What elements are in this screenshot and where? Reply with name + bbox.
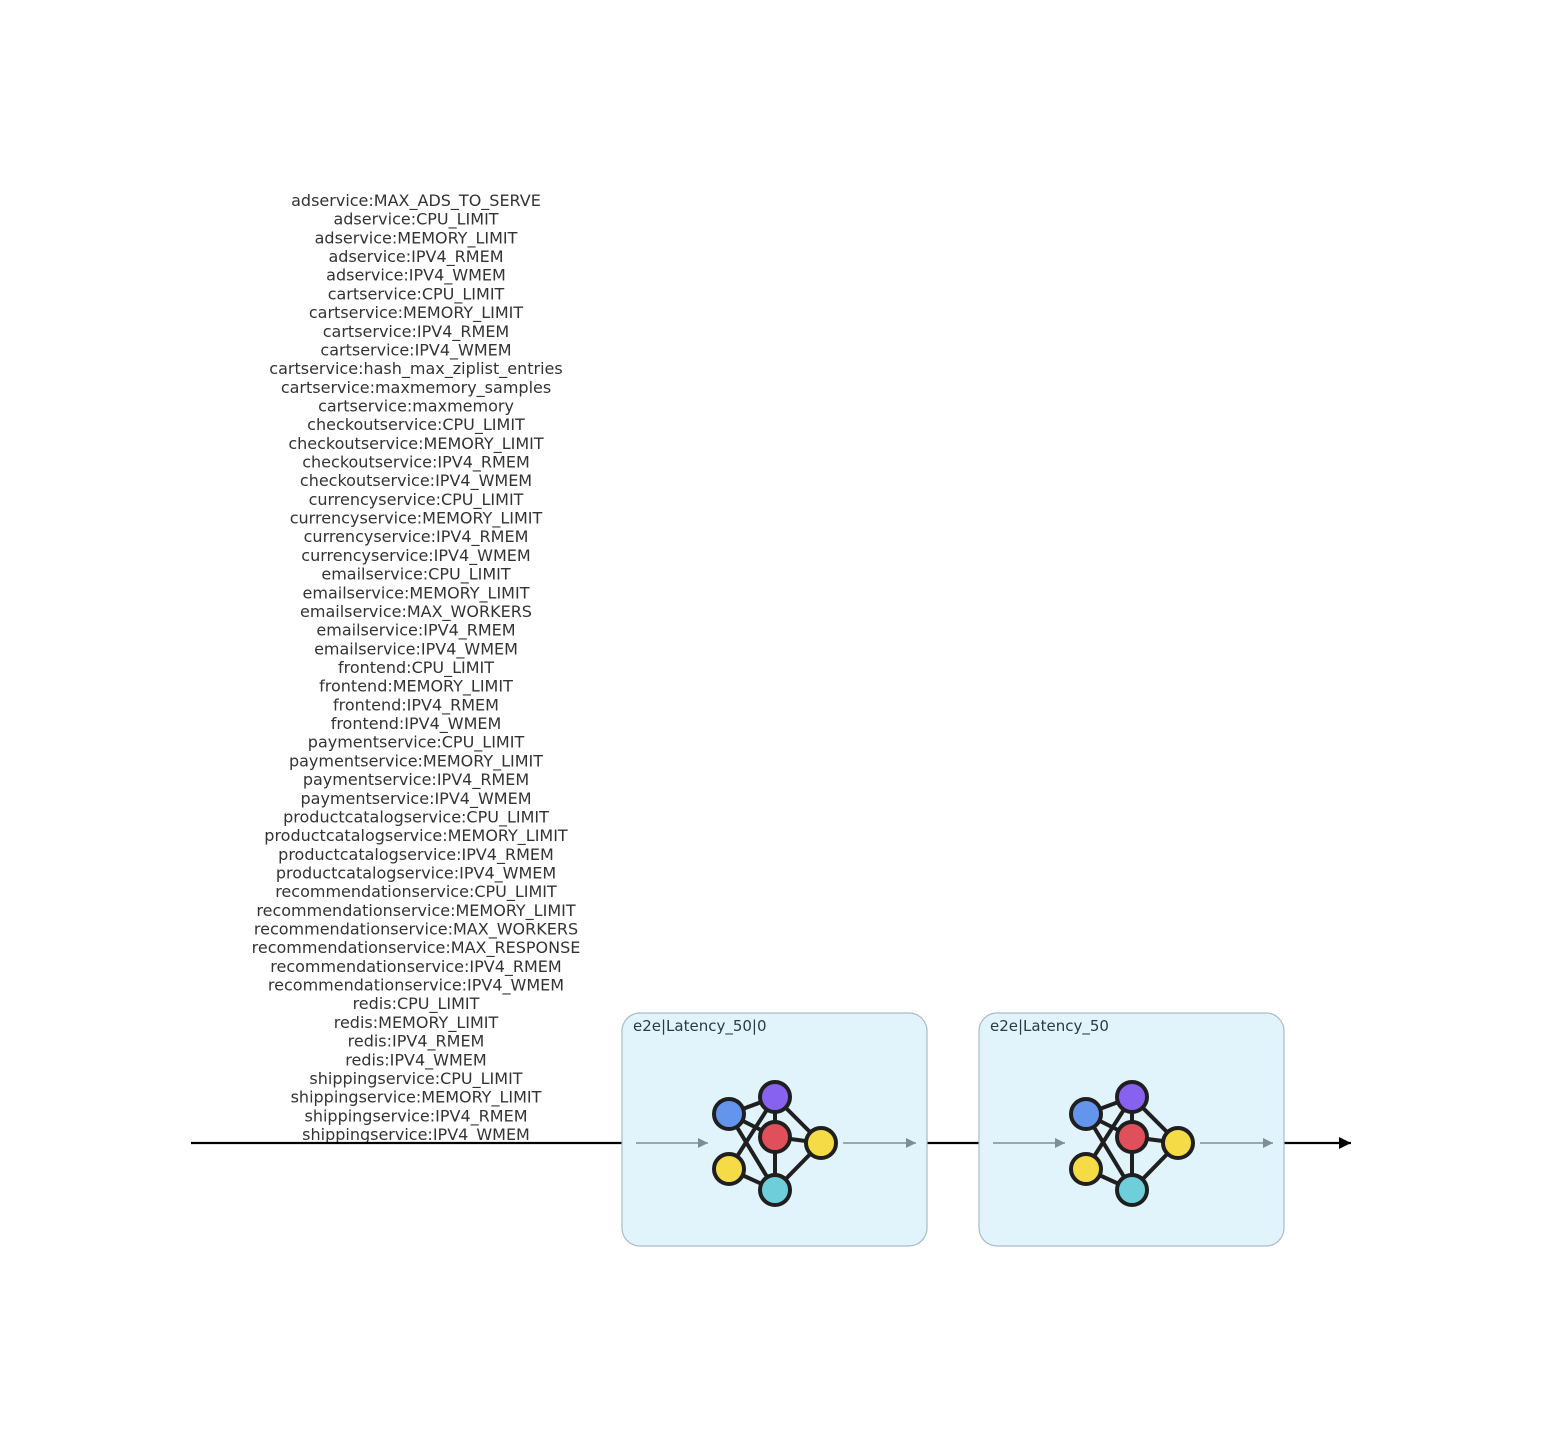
parameter-label: currencyservice:MEMORY_LIMIT — [290, 509, 543, 529]
parameter-label: recommendationservice:CPU_LIMIT — [275, 882, 557, 902]
network-node-cyan — [758, 1173, 792, 1207]
model-box-title: e2e|Latency_50 — [990, 1017, 1109, 1036]
parameter-label: emailservice:IPV4_RMEM — [316, 621, 515, 641]
parameter-label: emailservice:IPV4_WMEM — [314, 639, 518, 659]
network-node-yellow-right — [804, 1126, 838, 1160]
parameter-label: cartservice:maxmemory_samples — [281, 378, 551, 398]
model-box-latency-50-0[interactable]: e2e|Latency_50|0 — [621, 1012, 928, 1247]
parameter-label: recommendationservice:IPV4_WMEM — [268, 976, 564, 996]
network-node-red — [1115, 1120, 1149, 1154]
network-node-blue — [712, 1097, 746, 1131]
parameter-label: frontend:CPU_LIMIT — [338, 658, 494, 678]
parameter-label: shippingservice:IPV4_WMEM — [302, 1125, 530, 1145]
parameter-label: cartservice:MEMORY_LIMIT — [309, 303, 523, 323]
parameter-label: checkoutservice:IPV4_RMEM — [302, 453, 530, 473]
input-parameter-list: adservice:MAX_ADS_TO_SERVEadservice:CPU_… — [252, 191, 581, 1145]
parameter-label: redis:IPV4_WMEM — [345, 1050, 486, 1070]
model-box-title: e2e|Latency_50|0 — [633, 1017, 767, 1036]
parameter-label: adservice:IPV4_RMEM — [329, 247, 504, 267]
parameter-label: shippingservice:MEMORY_LIMIT — [291, 1088, 542, 1108]
parameter-label: paymentservice:IPV4_RMEM — [303, 770, 529, 790]
parameter-label: frontend:IPV4_WMEM — [331, 714, 502, 734]
neural-network-icon — [712, 1080, 838, 1207]
parameter-label: recommendationservice:MAX_WORKERS — [254, 920, 578, 940]
parameter-label: productcatalogservice:CPU_LIMIT — [283, 807, 549, 827]
parameter-label: cartservice:IPV4_WMEM — [320, 340, 511, 360]
parameter-label: cartservice:hash_max_ziplist_entries — [269, 359, 562, 379]
parameter-label: currencyservice:CPU_LIMIT — [309, 490, 524, 510]
parameter-label: productcatalogservice:MEMORY_LIMIT — [264, 826, 568, 846]
parameter-label: currencyservice:IPV4_WMEM — [301, 546, 530, 566]
parameter-label: productcatalogservice:IPV4_WMEM — [276, 864, 556, 884]
network-node-blue — [1069, 1097, 1103, 1131]
network-node-purple — [1115, 1080, 1149, 1114]
model-box-latency-50[interactable]: e2e|Latency_50 — [978, 1012, 1285, 1247]
parameter-label: currencyservice:IPV4_RMEM — [304, 527, 529, 547]
parameter-label: adservice:CPU_LIMIT — [333, 210, 498, 230]
parameter-label: checkoutservice:MEMORY_LIMIT — [288, 434, 544, 454]
network-node-yellow-left — [1069, 1152, 1103, 1186]
parameter-label: cartservice:IPV4_RMEM — [323, 322, 509, 342]
network-node-yellow-left — [712, 1152, 746, 1186]
parameter-label: paymentservice:CPU_LIMIT — [308, 733, 525, 753]
parameter-label: adservice:MEMORY_LIMIT — [315, 228, 518, 248]
parameter-label: recommendationservice:MAX_RESPONSE — [252, 938, 581, 958]
parameter-label: checkoutservice:IPV4_WMEM — [300, 471, 532, 491]
parameter-label: shippingservice:IPV4_RMEM — [304, 1106, 527, 1126]
parameter-label: cartservice:CPU_LIMIT — [328, 284, 505, 304]
network-node-cyan — [1115, 1173, 1149, 1207]
parameter-label: frontend:MEMORY_LIMIT — [319, 677, 513, 697]
parameter-label: emailservice:MEMORY_LIMIT — [303, 583, 530, 603]
parameter-label: checkoutservice:CPU_LIMIT — [307, 415, 525, 435]
parameter-label: paymentservice:MEMORY_LIMIT — [289, 751, 543, 771]
parameter-label: redis:MEMORY_LIMIT — [334, 1013, 499, 1033]
neural-network-icon — [1069, 1080, 1195, 1207]
parameter-label: adservice:MAX_ADS_TO_SERVE — [291, 191, 541, 211]
parameter-label: redis:IPV4_RMEM — [348, 1032, 485, 1052]
parameter-label: paymentservice:IPV4_WMEM — [300, 789, 531, 809]
parameter-label: emailservice:MAX_WORKERS — [300, 602, 532, 622]
parameter-label: recommendationservice:IPV4_RMEM — [270, 957, 561, 977]
network-node-red — [758, 1120, 792, 1154]
parameter-label: frontend:IPV4_RMEM — [333, 695, 499, 715]
parameter-label: redis:CPU_LIMIT — [353, 994, 480, 1014]
network-node-yellow-right — [1161, 1126, 1195, 1160]
parameter-label: shippingservice:CPU_LIMIT — [309, 1069, 522, 1089]
parameter-label: productcatalogservice:IPV4_RMEM — [278, 845, 554, 865]
network-node-purple — [758, 1080, 792, 1114]
parameter-label: recommendationservice:MEMORY_LIMIT — [256, 901, 575, 921]
parameter-label: cartservice:maxmemory — [318, 397, 514, 416]
parameter-label: emailservice:CPU_LIMIT — [321, 565, 511, 585]
parameter-label: adservice:IPV4_WMEM — [326, 266, 506, 286]
